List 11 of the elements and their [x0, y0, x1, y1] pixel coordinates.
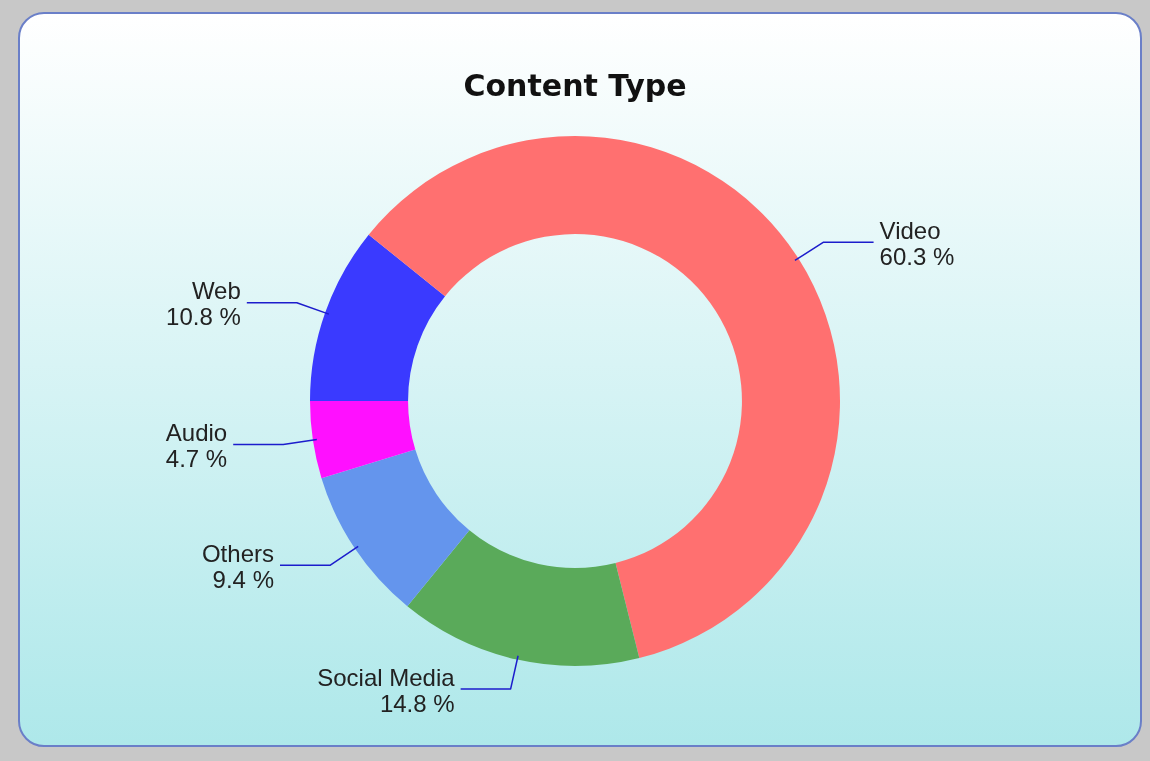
slice-label: Web: [191, 277, 241, 305]
data-label: 60.3 %: [879, 242, 955, 270]
slice-label: Social Media: [317, 663, 456, 691]
data-label: 9.4 %: [212, 565, 274, 593]
slice-label: Audio: [165, 419, 228, 447]
data-label: 14.8 %: [379, 689, 455, 717]
chart-title: Content Type: [463, 67, 687, 103]
data-label: 4.7 %: [165, 445, 228, 473]
data-label: 10.8 %: [166, 303, 241, 331]
slice-label: Others: [201, 539, 274, 567]
slice-label: Video: [879, 216, 941, 244]
